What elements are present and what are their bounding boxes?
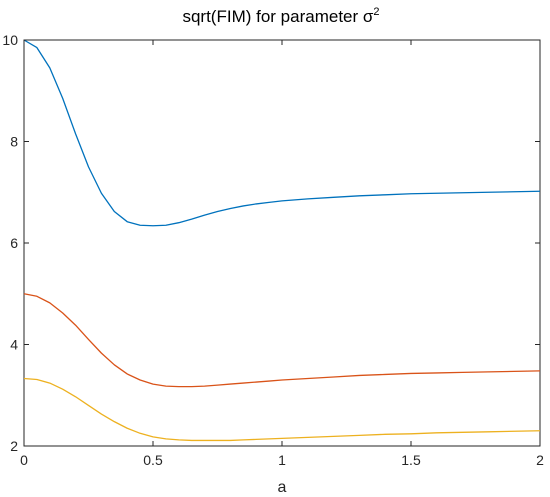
series-line-2 — [23, 293, 541, 388]
y-tick-label: 8 — [10, 134, 18, 150]
x-tick-label: 0 — [20, 452, 28, 468]
x-tick-label: 1 — [278, 452, 286, 468]
y-tick-label: 2 — [10, 438, 18, 454]
plot-frame — [23, 39, 541, 447]
series-line-1 — [23, 39, 541, 227]
x-axis-label: a — [278, 479, 287, 496]
y-tick-label: 4 — [10, 337, 18, 353]
plot-area: 0 0.5 1 1.5 2 2 4 6 8 10 — [2, 32, 544, 468]
x-tick-label: 2 — [536, 452, 544, 468]
y-tick-label: 6 — [10, 235, 18, 251]
x-tick-label: 0.5 — [143, 452, 163, 468]
series-line-3 — [23, 377, 541, 442]
chart-title: sqrt(FIM) for parameter σ2 — [182, 6, 379, 26]
x-tick-label: 1.5 — [401, 452, 421, 468]
y-tick-label: 10 — [2, 32, 18, 48]
